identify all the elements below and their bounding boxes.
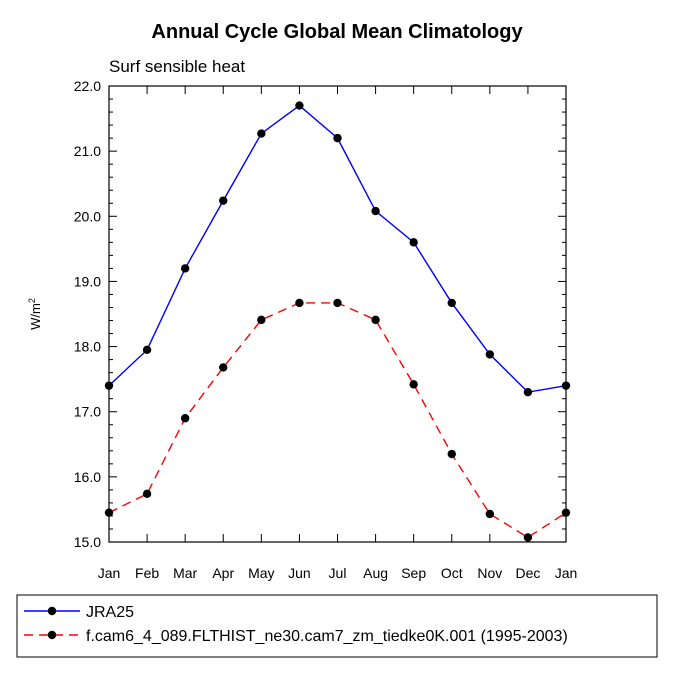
data-point [180, 264, 190, 273]
data-point [333, 298, 342, 308]
series-2 [104, 298, 571, 542]
x-tick-label: Jan [555, 565, 578, 581]
x-tick-label: Oct [441, 565, 463, 581]
data-point [142, 489, 152, 498]
chart-title: Annual Cycle Global Mean Climatology [151, 21, 523, 43]
data-point [295, 101, 304, 110]
data-point [371, 315, 380, 325]
data-point [447, 298, 456, 308]
x-tick-label: Sep [401, 565, 426, 581]
data-point [180, 414, 190, 423]
x-tick-label: Feb [135, 565, 159, 581]
y-tick-label: 19.0 [74, 273, 101, 289]
legend: JRA25 f.cam6_4_089.FLTHIST_ne30.cam7_zm_t… [16, 594, 658, 658]
data-point [257, 129, 266, 138]
y-tick-label: 22.0 [74, 78, 101, 94]
data-point [523, 387, 533, 397]
series-1 [104, 101, 571, 397]
x-tick-label: Jun [288, 565, 311, 581]
data-point [371, 206, 380, 216]
x-tick-label: Nov [477, 565, 502, 581]
y-tick-label: 21.0 [74, 143, 101, 159]
legend-label-1: JRA25 [86, 604, 134, 621]
legend-label-2: f.cam6_4_089.FLTHIST_ne30.cam7_zm_tiedke… [86, 628, 568, 645]
legend-marker-1 [47, 606, 57, 616]
data-point [447, 449, 456, 459]
y-tick-label: 20.0 [74, 208, 101, 224]
data-point [104, 381, 114, 390]
chart-subtitle: Surf sensible heat [109, 57, 245, 76]
data-point [104, 508, 114, 517]
plot-frame [108, 85, 567, 543]
series-line [108, 104, 567, 393]
x-tick-label: Apr [212, 565, 234, 581]
series-line [108, 302, 567, 539]
data-point [561, 508, 571, 517]
data-point [409, 380, 418, 389]
data-point [142, 345, 152, 355]
x-tick-label: May [248, 565, 274, 581]
data-point [485, 509, 495, 519]
x-tick-label: Aug [363, 565, 388, 581]
y-tick-label: 15.0 [74, 534, 101, 550]
legend-box [16, 594, 658, 658]
x-tick-label: Mar [173, 565, 197, 581]
data-point [561, 381, 571, 390]
data-point [485, 350, 495, 359]
data-point [219, 196, 228, 205]
data-point [295, 298, 304, 308]
y-axis: 15.0 16.0 17.0 18.0 19.0 20.0 21.0 22.0 [74, 78, 566, 550]
y-axis-label: W/m2 [27, 298, 43, 330]
y-tick-label: 17.0 [74, 404, 101, 420]
data-point [257, 315, 266, 325]
x-axis: Jan Feb Mar Apr May Jun Jul Aug Sep Oct Nov Dec Jan [98, 86, 578, 581]
x-tick-label: Jul [329, 565, 347, 581]
y-axis-label-superscript: 2 [27, 298, 37, 303]
data-point [333, 133, 342, 143]
plot-area [108, 85, 567, 543]
data-point [409, 238, 418, 247]
series-layer [104, 101, 571, 542]
data-point [219, 363, 228, 372]
legend-marker-2 [47, 630, 57, 640]
y-axis-label-text: W/m [28, 303, 43, 330]
x-tick-label: Dec [515, 565, 540, 581]
data-point [523, 533, 533, 542]
y-tick-label: 18.0 [74, 339, 101, 355]
y-tick-label: 16.0 [74, 469, 101, 485]
x-tick-label: Jan [98, 565, 121, 581]
